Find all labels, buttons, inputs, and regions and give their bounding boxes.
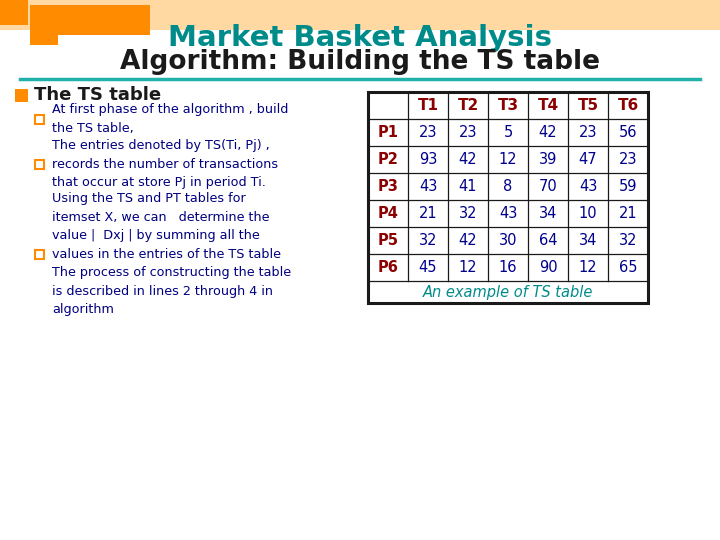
Text: T1: T1 [418, 98, 438, 113]
Text: 12: 12 [499, 152, 517, 167]
Text: 21: 21 [618, 206, 637, 221]
Bar [15, 89, 28, 102]
Text: 39: 39 [539, 152, 557, 167]
Text: 23: 23 [618, 152, 637, 167]
Text: 16: 16 [499, 260, 517, 275]
Bar [0, 0, 28, 25]
Bar [368, 92, 648, 303]
Text: 32: 32 [419, 233, 437, 248]
Text: Algorithm: Building the TS table: Algorithm: Building the TS table [120, 49, 600, 75]
Text: 32: 32 [459, 206, 477, 221]
Text: 65: 65 [618, 260, 637, 275]
Bar [30, 5, 150, 35]
Text: 70: 70 [539, 179, 557, 194]
Text: 32: 32 [618, 233, 637, 248]
Bar [35, 249, 44, 259]
Text: Market Basket Analysis: Market Basket Analysis [168, 24, 552, 52]
Bar [30, 20, 58, 45]
Bar [35, 159, 44, 168]
Text: P5: P5 [377, 233, 398, 248]
Text: 12: 12 [459, 260, 477, 275]
Text: 43: 43 [499, 206, 517, 221]
Text: An example of TS table: An example of TS table [423, 285, 593, 300]
Text: The entries denoted by TS(Ti, Pj) ,
records the number of transactions
that occu: The entries denoted by TS(Ti, Pj) , reco… [52, 139, 278, 189]
Text: 42: 42 [459, 152, 477, 167]
Text: At first phase of the algorithm , build
the TS table,: At first phase of the algorithm , build … [52, 103, 289, 135]
Text: P2: P2 [377, 152, 398, 167]
Text: P1: P1 [377, 125, 398, 140]
Text: T2: T2 [457, 98, 479, 113]
Text: 8: 8 [503, 179, 513, 194]
Text: P4: P4 [377, 206, 398, 221]
Text: 34: 34 [579, 233, 597, 248]
Text: P6: P6 [377, 260, 398, 275]
Text: 64: 64 [539, 233, 557, 248]
Text: 42: 42 [539, 125, 557, 140]
Text: 34: 34 [539, 206, 557, 221]
Text: T4: T4 [537, 98, 559, 113]
Text: The TS table: The TS table [34, 86, 161, 104]
Text: 93: 93 [419, 152, 437, 167]
Text: Using the TS and PT tables for
itemset X, we can   determine the
value |  Dxj | : Using the TS and PT tables for itemset X… [52, 192, 291, 316]
Bar [35, 114, 44, 124]
Text: 43: 43 [419, 179, 437, 194]
Text: 45: 45 [419, 260, 437, 275]
Text: 21: 21 [419, 206, 437, 221]
Text: T5: T5 [577, 98, 598, 113]
Text: 30: 30 [499, 233, 517, 248]
Text: T6: T6 [617, 98, 639, 113]
Text: 12: 12 [579, 260, 598, 275]
Text: T3: T3 [498, 98, 518, 113]
Text: 47: 47 [579, 152, 598, 167]
Text: 41: 41 [459, 179, 477, 194]
Text: 90: 90 [539, 260, 557, 275]
Text: 56: 56 [618, 125, 637, 140]
Text: 23: 23 [459, 125, 477, 140]
Text: 10: 10 [579, 206, 598, 221]
Text: 5: 5 [503, 125, 513, 140]
Text: P3: P3 [377, 179, 398, 194]
Text: 42: 42 [459, 233, 477, 248]
Text: 23: 23 [419, 125, 437, 140]
Bar [0, 0, 720, 30]
Text: 59: 59 [618, 179, 637, 194]
Text: 43: 43 [579, 179, 597, 194]
Text: 23: 23 [579, 125, 598, 140]
